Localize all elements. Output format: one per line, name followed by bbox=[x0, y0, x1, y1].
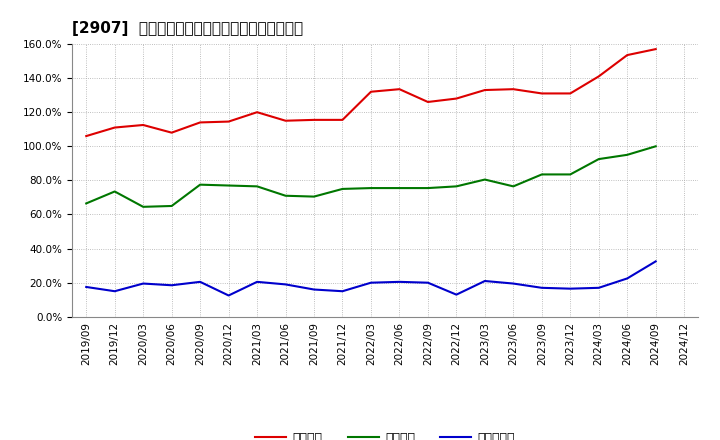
当座比率 bbox=[253, 184, 261, 189]
当座比率 bbox=[338, 186, 347, 191]
現預金比率 bbox=[253, 279, 261, 285]
流動比率 bbox=[566, 91, 575, 96]
当座比率 bbox=[452, 184, 461, 189]
当座比率 bbox=[423, 185, 432, 191]
Text: [2907]  流動比率、当座比率、現預金比率の推移: [2907] 流動比率、当座比率、現預金比率の推移 bbox=[72, 21, 303, 36]
現預金比率 bbox=[82, 284, 91, 290]
流動比率 bbox=[480, 88, 489, 93]
流動比率 bbox=[110, 125, 119, 130]
当座比率 bbox=[225, 183, 233, 188]
流動比率 bbox=[253, 110, 261, 115]
現預金比率 bbox=[537, 285, 546, 290]
現預金比率 bbox=[282, 282, 290, 287]
現預金比率 bbox=[110, 289, 119, 294]
当座比率 bbox=[480, 177, 489, 182]
当座比率 bbox=[167, 203, 176, 209]
流動比率 bbox=[225, 119, 233, 124]
Line: 現預金比率: 現預金比率 bbox=[86, 261, 656, 296]
現預金比率 bbox=[623, 276, 631, 281]
流動比率 bbox=[167, 130, 176, 136]
現預金比率 bbox=[509, 281, 518, 286]
Line: 流動比率: 流動比率 bbox=[86, 49, 656, 136]
当座比率 bbox=[310, 194, 318, 199]
流動比率 bbox=[509, 87, 518, 92]
当座比率 bbox=[366, 185, 375, 191]
当座比率 bbox=[652, 143, 660, 149]
当座比率 bbox=[395, 185, 404, 191]
流動比率 bbox=[310, 117, 318, 122]
現預金比率 bbox=[196, 279, 204, 285]
当座比率 bbox=[537, 172, 546, 177]
流動比率 bbox=[452, 96, 461, 101]
流動比率 bbox=[423, 99, 432, 105]
現預金比率 bbox=[225, 293, 233, 298]
現預金比率 bbox=[423, 280, 432, 285]
流動比率 bbox=[652, 47, 660, 52]
現預金比率 bbox=[480, 279, 489, 284]
Line: 当座比率: 当座比率 bbox=[86, 146, 656, 207]
当座比率 bbox=[139, 204, 148, 209]
現預金比率 bbox=[366, 280, 375, 285]
現預金比率 bbox=[395, 279, 404, 285]
流動比率 bbox=[623, 52, 631, 58]
流動比率 bbox=[366, 89, 375, 94]
当座比率 bbox=[595, 157, 603, 162]
流動比率 bbox=[338, 117, 347, 122]
現預金比率 bbox=[595, 285, 603, 290]
流動比率 bbox=[537, 91, 546, 96]
現預金比率 bbox=[566, 286, 575, 291]
当座比率 bbox=[82, 201, 91, 206]
当座比率 bbox=[623, 152, 631, 158]
流動比率 bbox=[82, 133, 91, 139]
現預金比率 bbox=[139, 281, 148, 286]
Legend: 流動比率, 当座比率, 現預金比率: 流動比率, 当座比率, 現預金比率 bbox=[251, 427, 521, 440]
現預金比率 bbox=[652, 259, 660, 264]
流動比率 bbox=[139, 122, 148, 128]
流動比率 bbox=[595, 74, 603, 79]
当座比率 bbox=[110, 189, 119, 194]
当座比率 bbox=[282, 193, 290, 198]
当座比率 bbox=[509, 184, 518, 189]
現預金比率 bbox=[338, 289, 347, 294]
現預金比率 bbox=[452, 292, 461, 297]
当座比率 bbox=[566, 172, 575, 177]
当座比率 bbox=[196, 182, 204, 187]
流動比率 bbox=[395, 87, 404, 92]
現預金比率 bbox=[167, 282, 176, 288]
現預金比率 bbox=[310, 287, 318, 292]
流動比率 bbox=[196, 120, 204, 125]
流動比率 bbox=[282, 118, 290, 123]
